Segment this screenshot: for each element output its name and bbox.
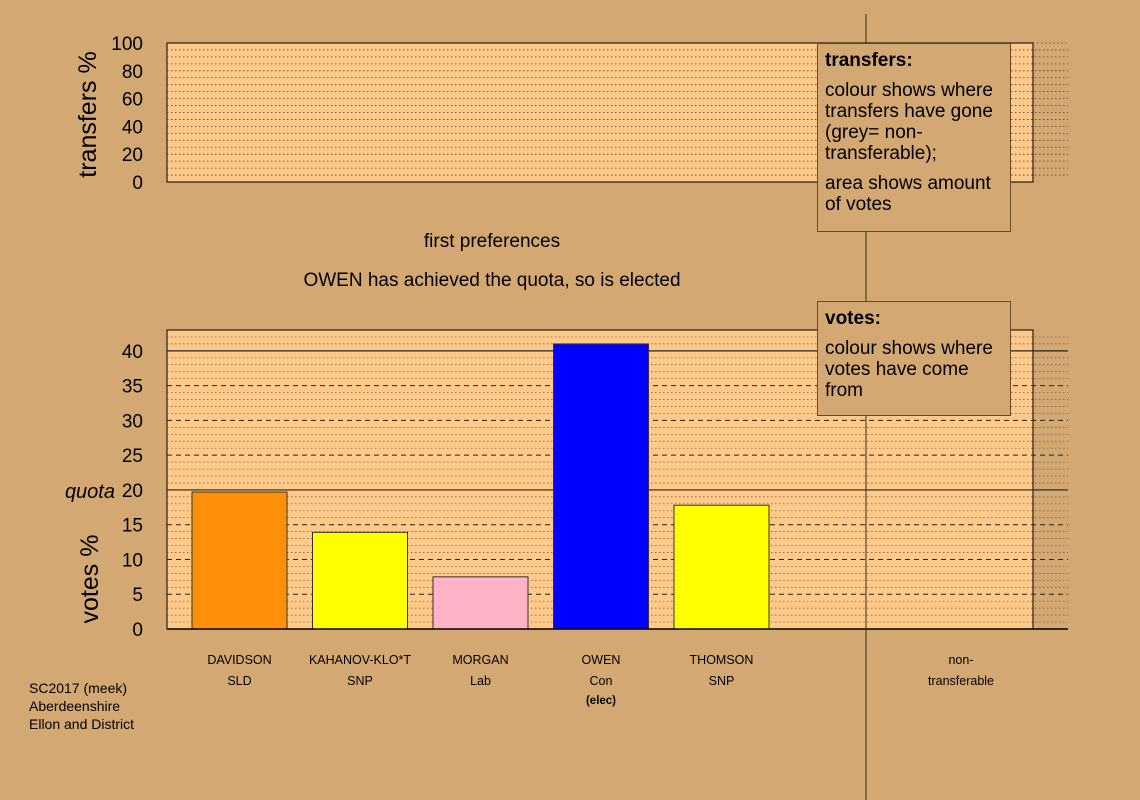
legend-transfers-title: transfers: — [825, 50, 913, 71]
step-title: first preferences — [424, 231, 560, 252]
quota-label: quota — [65, 481, 115, 503]
votes-axis-label: votes % — [76, 535, 104, 624]
legend-transfers-text1: colour shows where transfers have gone (… — [825, 80, 993, 164]
footer-line3: Ellon and District — [29, 716, 135, 732]
bar-kahanov-klo-t — [312, 531, 408, 630]
legend-transfers-text2: area shows amount of votes — [825, 173, 991, 215]
votes-tick-label: 10 — [122, 550, 143, 571]
votes-tick-label: 40 — [122, 342, 143, 363]
status-text: OWEN has achieved the quota, so is elect… — [303, 270, 680, 291]
candidate-party-label: Lab — [470, 674, 491, 688]
candidate-party-label: SLD — [227, 674, 251, 688]
footer: SC2017 (meek) Aberdeenshire Ellon and Di… — [29, 679, 134, 733]
candidate-name-label: MORGAN — [452, 653, 508, 667]
transfers-tick-label: 40 — [122, 117, 143, 138]
votes-tick-label: 5 — [132, 585, 143, 606]
votes-tick-label: 25 — [122, 446, 143, 467]
candidate-name-label: DAVIDSON — [207, 653, 271, 667]
nontransferable-label-line1: non- — [948, 653, 973, 667]
transfers-axis-label: transfers % — [74, 51, 102, 177]
legend-votes-title: votes: — [825, 308, 881, 329]
candidate-note-label: (elec) — [586, 695, 616, 707]
candidate-name-label: OWEN — [582, 653, 621, 667]
votes-tick-label: 15 — [122, 516, 143, 537]
legend-votes-text1: colour shows where votes have come from — [825, 338, 993, 401]
votes-tick-label: 30 — [122, 411, 143, 432]
votes-tick-label: 20 — [122, 481, 143, 502]
votes-tick-label: 0 — [132, 620, 143, 641]
footer-line2: Aberdeenshire — [29, 698, 121, 714]
candidate-name-label: KAHANOV-KLO*T — [309, 653, 411, 667]
footer-line1: SC2017 (meek) — [29, 680, 128, 696]
transfers-tick-label: 80 — [122, 62, 143, 83]
transfers-tick-label: 60 — [122, 90, 143, 111]
bar-thomson — [673, 504, 770, 630]
candidate-name-label: THOMSON — [690, 653, 754, 667]
nontransferable-label-line2: transferable — [928, 674, 994, 688]
candidate-party-label: SNP — [709, 674, 735, 688]
bar-davidson — [191, 491, 288, 630]
candidate-party-label: Con — [590, 674, 613, 688]
votes-tick-label: 35 — [122, 377, 143, 398]
candidate-party-label: SNP — [347, 674, 373, 688]
legend-votes: votes: colour shows where votes have com… — [817, 301, 1011, 416]
legend-transfers: transfers: colour shows where transfers … — [817, 43, 1011, 232]
transfers-tick-label: 20 — [122, 145, 143, 166]
transfers-tick-label: 100 — [111, 34, 143, 55]
bar-owen — [553, 343, 649, 630]
transfers-tick-label: 0 — [132, 173, 143, 194]
bar-morgan — [432, 576, 529, 630]
